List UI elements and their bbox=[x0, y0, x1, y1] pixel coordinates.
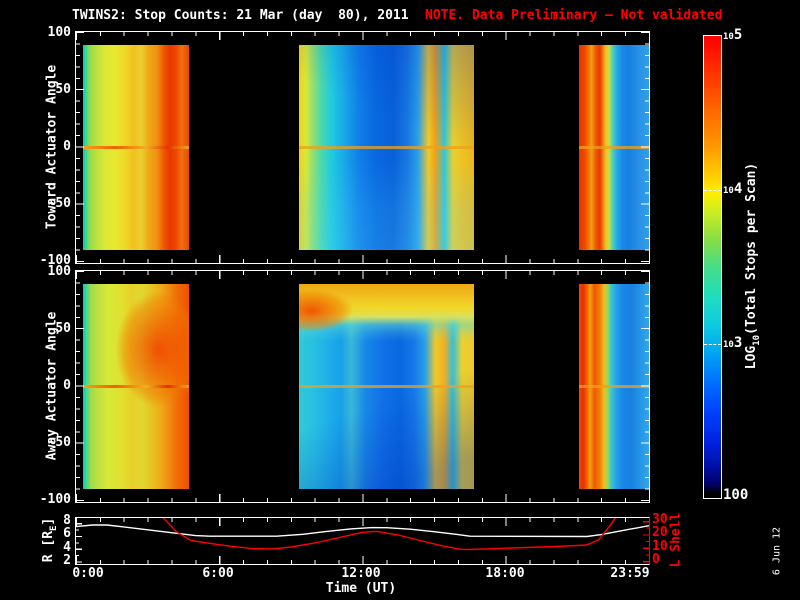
axis-tick-label: 0 bbox=[63, 139, 71, 154]
panel-orbit-lines bbox=[75, 517, 650, 565]
zero-angle-artifact-line bbox=[83, 146, 190, 149]
zero-angle-artifact-line bbox=[83, 385, 190, 388]
line-r-re- bbox=[76, 524, 649, 538]
panel-away-spectrogram bbox=[75, 270, 650, 503]
axis-tick-label: -100 bbox=[39, 492, 71, 507]
axis-tick-label: -50 bbox=[47, 196, 71, 211]
colorbar-tick-label: 10 5 bbox=[723, 27, 743, 43]
toward-segments bbox=[76, 32, 649, 263]
away-data-segment-2 bbox=[299, 284, 475, 489]
zero-angle-artifact-line bbox=[299, 385, 475, 388]
axis-tick-label: 6 bbox=[63, 526, 71, 541]
away-data-segment-1 bbox=[83, 284, 190, 489]
zero-angle-artifact-line bbox=[578, 146, 649, 149]
colorbar-tick-dash bbox=[704, 190, 721, 191]
toward-data-segment-3 bbox=[578, 45, 649, 250]
y-axis-title-r: R [RE] bbox=[41, 517, 59, 563]
axis-tick-label: 23:59 bbox=[610, 566, 650, 581]
y-axis-title-away: Away Actuator Angle bbox=[44, 311, 60, 461]
colorbar-title: LOG10(Total Stops per Scan) bbox=[744, 162, 762, 370]
axis-tick-label: 50 bbox=[55, 82, 71, 97]
axis-tick-label: 50 bbox=[55, 321, 71, 336]
plot-datestamp: 6 Jun 12 bbox=[771, 526, 783, 576]
axis-tick-label: 6:00 bbox=[202, 566, 234, 581]
axis-tick-label: 8 bbox=[63, 513, 71, 528]
axis-tick-label: 18:00 bbox=[485, 566, 525, 581]
axis-tick-label: 2 bbox=[63, 553, 71, 568]
orbit-lines-svg bbox=[76, 518, 649, 551]
line-l-shell bbox=[162, 518, 617, 551]
zero-angle-artifact-line bbox=[299, 146, 475, 149]
axis-tick-label: 0 bbox=[63, 378, 71, 393]
colorbar bbox=[703, 35, 722, 499]
toward-data-segment-1 bbox=[83, 45, 190, 250]
away-data-segment-3 bbox=[578, 284, 649, 489]
x-axis-title: Time (UT) bbox=[325, 581, 397, 596]
axis-tick-label: -100 bbox=[39, 253, 71, 268]
y-axis-title-toward: Toward Actuator Angle bbox=[44, 64, 60, 230]
toward-data-segment-2 bbox=[299, 45, 475, 250]
axis-tick-label: 0:00 bbox=[72, 566, 104, 581]
axis-tick-label: 12:00 bbox=[341, 566, 381, 581]
axis-tick-label: 10 bbox=[652, 539, 668, 554]
axis-tick-label: 30 bbox=[652, 512, 668, 527]
axis-tick-label: 20 bbox=[652, 525, 668, 540]
zero-angle-artifact-line bbox=[578, 385, 649, 388]
axis-tick-label: -50 bbox=[47, 435, 71, 450]
axis-tick-label: 100 bbox=[47, 25, 71, 40]
axis-tick-label: 4 bbox=[63, 540, 71, 555]
colorbar-tick-label: 10 4 bbox=[723, 181, 743, 197]
data-preliminary-note: NOTE. Data Preliminary – Not validated bbox=[425, 8, 723, 23]
away-segments bbox=[76, 271, 649, 502]
panel-toward-spectrogram bbox=[75, 31, 650, 264]
colorbar-tick-dash bbox=[704, 344, 721, 345]
colorbar-tick-label: 10 3 bbox=[723, 335, 743, 351]
axis-tick-label: 100 bbox=[47, 264, 71, 279]
colorbar-tick-label: 100 bbox=[723, 487, 749, 503]
page-title: TWINS2: Stop Counts: 21 Mar (day 80), 20… bbox=[72, 8, 409, 23]
axis-tick-label: 0 bbox=[652, 552, 660, 567]
y-axis-title-lshell: L Shell bbox=[668, 512, 684, 568]
